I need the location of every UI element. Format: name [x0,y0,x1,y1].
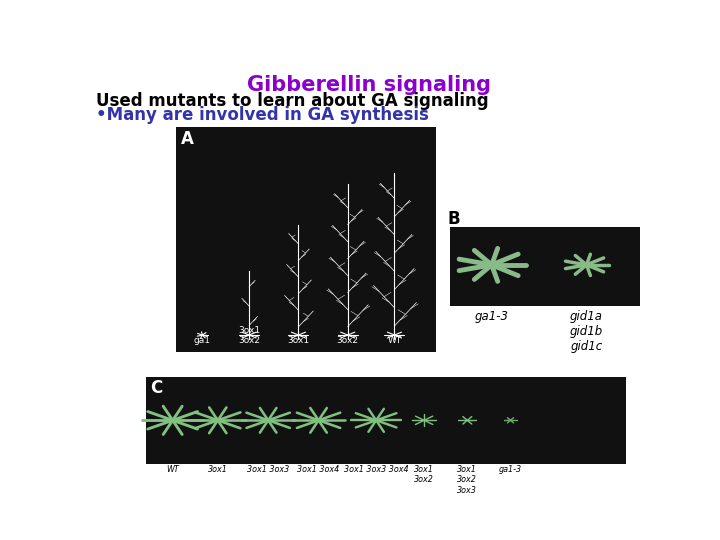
Bar [176,127,436,352]
Text: Gibberellin signaling: Gibberellin signaling [247,75,491,95]
Text: ga1: ga1 [194,336,211,346]
Text: A: A [181,131,194,149]
Text: WT: WT [166,465,179,474]
Text: 3ox1
3ox2: 3ox1 3ox2 [414,465,434,484]
Text: Used mutants to learn about GA signaling: Used mutants to learn about GA signaling [96,92,488,110]
Text: 3ox1: 3ox1 [208,465,228,474]
Text: 3ox1
3ox2
3ox3: 3ox1 3ox2 3ox3 [457,465,477,495]
Text: 3ox1 3ox4: 3ox1 3ox4 [297,465,340,474]
Text: 3ox1 3ox3 3ox4: 3ox1 3ox3 3ox4 [344,465,408,474]
Text: gid1a
gid1b
gid1c: gid1a gid1b gid1c [570,310,603,353]
Text: C: C [150,379,163,397]
Text: 3ox1 3ox3: 3ox1 3ox3 [247,465,289,474]
Text: 3ox1
3ox2: 3ox1 3ox2 [238,326,260,346]
Bar [450,227,639,306]
Text: •Many are involved in GA synthesis: •Many are involved in GA synthesis [96,106,428,124]
Text: 3ox2: 3ox2 [337,336,359,346]
Bar [145,377,626,464]
Text: ga1-3: ga1-3 [499,465,522,474]
Text: WT: WT [387,336,402,346]
Text: 3ox1: 3ox1 [287,336,310,346]
Text: ga1-3: ga1-3 [474,310,508,323]
Text: B: B [447,210,460,228]
